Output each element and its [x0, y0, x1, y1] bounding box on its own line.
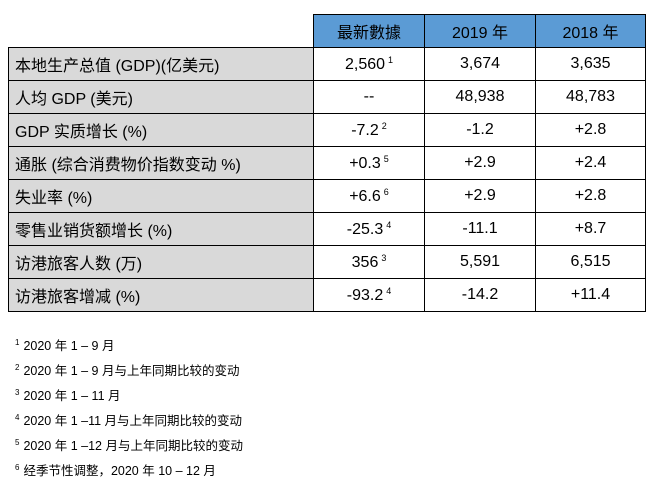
header-blank-cell: [8, 14, 314, 48]
latest-value-cell: -7.2 2: [313, 113, 425, 147]
header-latest: 最新數據: [313, 14, 425, 48]
value-2019: +2.9: [424, 179, 536, 213]
footnote-mark: 6: [383, 186, 389, 197]
latest-value-cell: 2,560 1: [313, 47, 425, 81]
table-header-row: 最新數據 2019 年 2018 年: [8, 14, 646, 48]
footnote-mark: 4: [386, 285, 392, 296]
row-label: 本地生产总值 (GDP)(亿美元): [8, 47, 314, 81]
value-2018: 48,783: [535, 80, 646, 114]
value-2018: +2.4: [535, 146, 646, 180]
latest-value: +0.3: [349, 154, 381, 172]
value-2019: 48,938: [424, 80, 536, 114]
footnote-text: 2020 年 1 – 11 月: [23, 389, 121, 403]
value-2018: +11.4: [535, 278, 646, 312]
footnote-mark: 3: [381, 252, 387, 263]
table-row: 本地生产总值 (GDP)(亿美元) 2,560 1 3,674 3,635: [8, 47, 646, 81]
row-label: 通胀 (综合消费物价指数变动 %): [8, 146, 314, 180]
value-2018: +2.8: [535, 179, 646, 213]
table-row: 人均 GDP (美元) -- 48,938 48,783: [8, 80, 646, 114]
table-row: GDP 实质增长 (%) -7.2 2 -1.2 +2.8: [8, 113, 646, 147]
table-row: 零售业销货额增长 (%) -25.3 4 -11.1 +8.7: [8, 212, 646, 246]
value-2018: 3,635: [535, 47, 646, 81]
latest-value: 2,560: [344, 55, 386, 73]
value-2019: 5,591: [424, 245, 536, 279]
latest-value: 356: [351, 253, 379, 271]
header-2018: 2018 年: [535, 14, 646, 48]
footnote-mark: 2: [15, 363, 20, 372]
latest-value-cell: -25.3 4: [313, 212, 425, 246]
footnote-mark: 3: [15, 388, 20, 397]
row-label: 访港旅客增减 (%): [8, 278, 314, 312]
footnote-mark: 5: [15, 438, 20, 447]
footnote-mark: 4: [15, 413, 20, 422]
row-label: 零售业销货额增长 (%): [8, 212, 314, 246]
table-row: 失业率 (%) +6.6 6 +2.9 +2.8: [8, 179, 646, 213]
footnote-mark: 2: [381, 120, 387, 131]
latest-value: --: [363, 88, 375, 105]
footnote-mark: 4: [386, 219, 392, 230]
footnote-mark: 1: [388, 54, 394, 65]
latest-value-cell: --: [313, 80, 425, 114]
latest-value: -93.2: [346, 286, 384, 304]
footnote: 2 2020 年 1 – 9 月与上年同期比较的变动: [15, 359, 243, 384]
value-2019: -14.2: [424, 278, 536, 312]
latest-value: -7.2: [351, 121, 379, 139]
value-2018: +2.8: [535, 113, 646, 147]
row-label: GDP 实质增长 (%): [8, 113, 314, 147]
value-2018: +8.7: [535, 212, 646, 246]
footnotes-list: 1 2020 年 1 – 9 月 2 2020 年 1 – 9 月与上年同期比较的变…: [15, 334, 243, 484]
footnote: 4 2020 年 1 –11 月与上年同期比较的变动: [15, 409, 243, 434]
value-2019: -11.1: [424, 212, 536, 246]
table-row: 访港旅客增减 (%) -93.2 4 -14.2 +11.4: [8, 278, 646, 312]
footnote-text: 2020 年 1 –11 月与上年同期比较的变动: [23, 414, 243, 428]
value-2019: 3,674: [424, 47, 536, 81]
footnote-text: 经季节性调整，2020 年 10 – 12 月: [23, 464, 216, 478]
footnote-text: 2020 年 1 – 9 月: [23, 339, 115, 353]
footnote: 6 经季节性调整，2020 年 10 – 12 月: [15, 459, 243, 484]
latest-value-cell: +6.6 6: [313, 179, 425, 213]
row-label: 人均 GDP (美元): [8, 80, 314, 114]
footnote-text: 2020 年 1 –12 月与上年同期比较的变动: [23, 439, 243, 453]
footnote: 1 2020 年 1 – 9 月: [15, 334, 243, 359]
footnote: 3 2020 年 1 – 11 月: [15, 384, 243, 409]
latest-value: +6.6: [349, 187, 381, 205]
footnote-text: 2020 年 1 – 9 月与上年同期比较的变动: [23, 364, 240, 378]
economic-indicators-table: 最新數據 2019 年 2018 年 本地生产总值 (GDP)(亿美元) 2,5…: [8, 14, 646, 312]
value-2019: +2.9: [424, 146, 536, 180]
header-2019: 2019 年: [424, 14, 536, 48]
latest-value: -25.3: [346, 220, 384, 238]
table-body: 本地生产总值 (GDP)(亿美元) 2,560 1 3,674 3,635 人均 …: [8, 47, 646, 312]
table-row: 通胀 (综合消费物价指数变动 %) +0.3 5 +2.9 +2.4: [8, 146, 646, 180]
footnote-mark: 1: [15, 338, 20, 347]
row-label: 访港旅客人数 (万): [8, 245, 314, 279]
footnote-mark: 6: [15, 463, 20, 472]
latest-value-cell: 356 3: [313, 245, 425, 279]
value-2018: 6,515: [535, 245, 646, 279]
latest-value-cell: +0.3 5: [313, 146, 425, 180]
latest-value-cell: -93.2 4: [313, 278, 425, 312]
value-2019: -1.2: [424, 113, 536, 147]
footnote-mark: 5: [383, 153, 389, 164]
table-row: 访港旅客人数 (万) 356 3 5,591 6,515: [8, 245, 646, 279]
row-label: 失业率 (%): [8, 179, 314, 213]
footnote: 5 2020 年 1 –12 月与上年同期比较的变动: [15, 434, 243, 459]
